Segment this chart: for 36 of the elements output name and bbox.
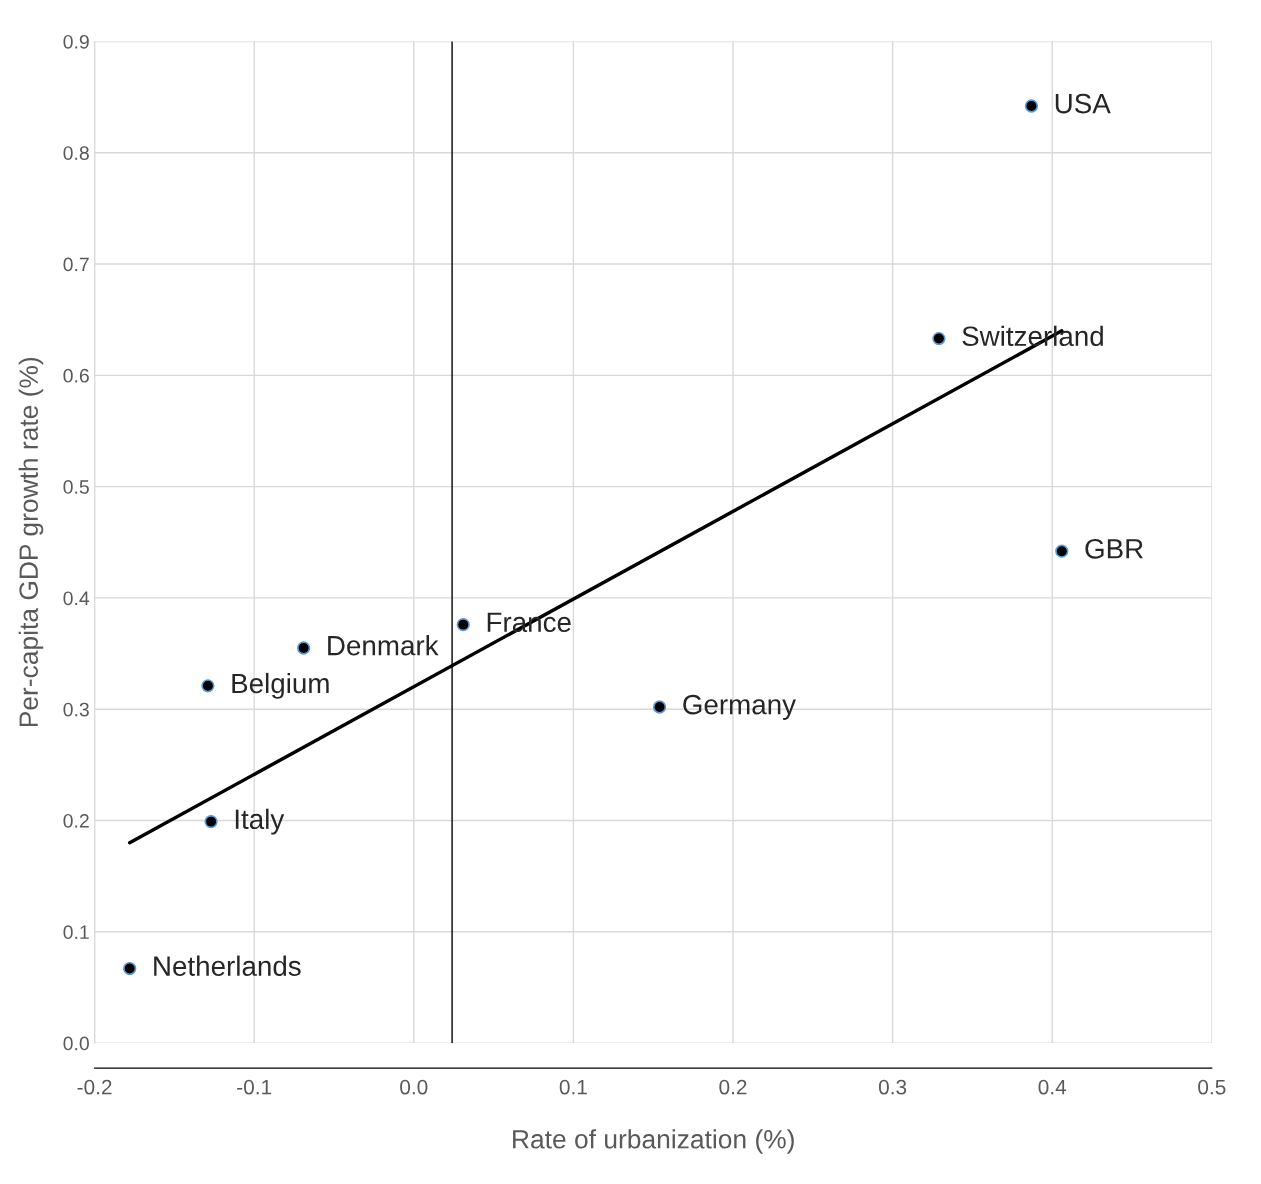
y-tick-label: 0.5 [63,480,89,494]
y-axis-title: Per-capita GDP growth rate (%) [18,357,44,727]
annotation: Italy [235,808,285,835]
point [1055,544,1069,558]
y-tick-label: 0.4 [63,591,90,606]
y-tick-label: 0.1 [63,925,89,940]
point [201,679,215,693]
point [932,331,946,346]
point [652,700,667,714]
x-tick-label: 0.5 [1198,1079,1226,1095]
point [204,814,218,829]
annotation: Netherlands [154,955,301,976]
annotation: USA [1055,93,1111,114]
point [1024,99,1039,113]
x-tick-label: -0.2 [77,1079,112,1095]
point [123,961,137,976]
annotation: Belgium [232,672,329,699]
annotation: GBR [1085,538,1143,559]
y-tick-label: 0.0 [63,1036,89,1051]
annotation: Denmark [328,635,439,656]
y-tick-label: 0.3 [63,702,89,717]
x-tick-label: 0.3 [878,1079,907,1095]
y-tick-label: 0.2 [63,813,89,828]
x-tick-label: 0.2 [719,1079,747,1095]
x-tick-label: 0.1 [559,1079,587,1095]
point [456,617,470,632]
y-tick-label: 0.9 [63,34,89,49]
x-tick-label: 0.4 [1038,1079,1067,1095]
annotation: Germany [683,694,796,720]
y-tick-label: 0.7 [63,257,89,272]
y-tick-label: 0.6 [63,368,89,383]
x-tick-label: 0.0 [400,1079,428,1095]
x-axis-title: Rate of urbanization (%) [513,1129,794,1154]
y-tick-label: 0.8 [63,146,89,160]
x-tick-label: -0.1 [237,1079,272,1095]
point [297,641,311,655]
